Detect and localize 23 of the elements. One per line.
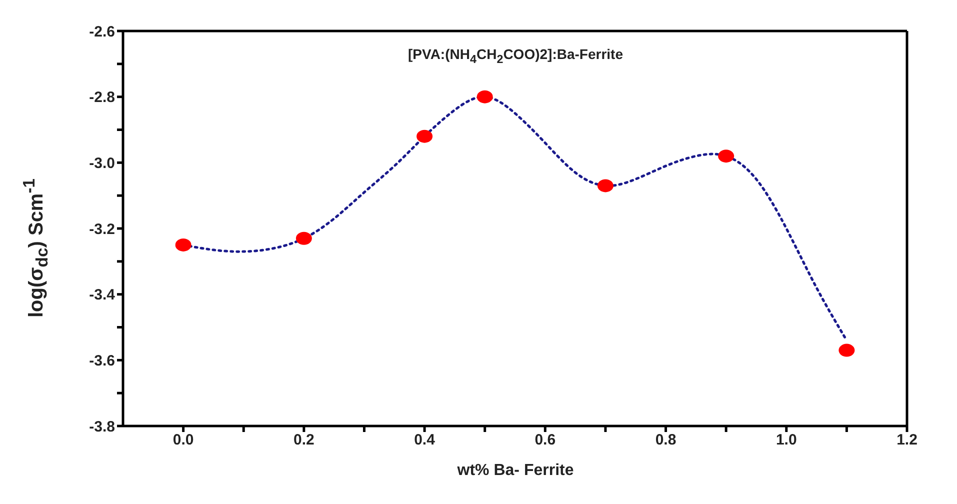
point bbox=[476, 90, 493, 104]
y-tick-label: -3.6 bbox=[89, 352, 115, 370]
point bbox=[175, 238, 192, 252]
y-tick-label: -2.8 bbox=[89, 89, 115, 106]
x-tick-label: 0.0 bbox=[172, 432, 194, 449]
x-tick-label: 0.2 bbox=[293, 432, 314, 449]
point bbox=[718, 150, 734, 163]
y-tick-label: -3.4 bbox=[89, 286, 116, 304]
point bbox=[597, 179, 614, 192]
y-tick-label: -3.2 bbox=[89, 220, 115, 238]
point bbox=[838, 344, 855, 357]
point bbox=[296, 232, 312, 245]
x-tick-label: 0.8 bbox=[655, 432, 676, 449]
x-tick-label: 1.2 bbox=[896, 432, 918, 449]
point bbox=[416, 130, 433, 143]
x-tick-label: 1.0 bbox=[776, 432, 797, 449]
y-tick-label: -2.6 bbox=[89, 23, 115, 40]
y-tick-label: -3.0 bbox=[89, 154, 115, 172]
text: [PVA:(NH$_{4}$CH$_{2}$COO)2]:Ba-Ferrite bbox=[407, 46, 624, 66]
y-tick-label: -3.8 bbox=[89, 418, 115, 436]
x-axis-title: wt% Ba- Ferrite bbox=[456, 462, 575, 480]
x-tick-label: 0.6 bbox=[534, 432, 556, 449]
x-tick-label: 0.4 bbox=[414, 432, 436, 449]
